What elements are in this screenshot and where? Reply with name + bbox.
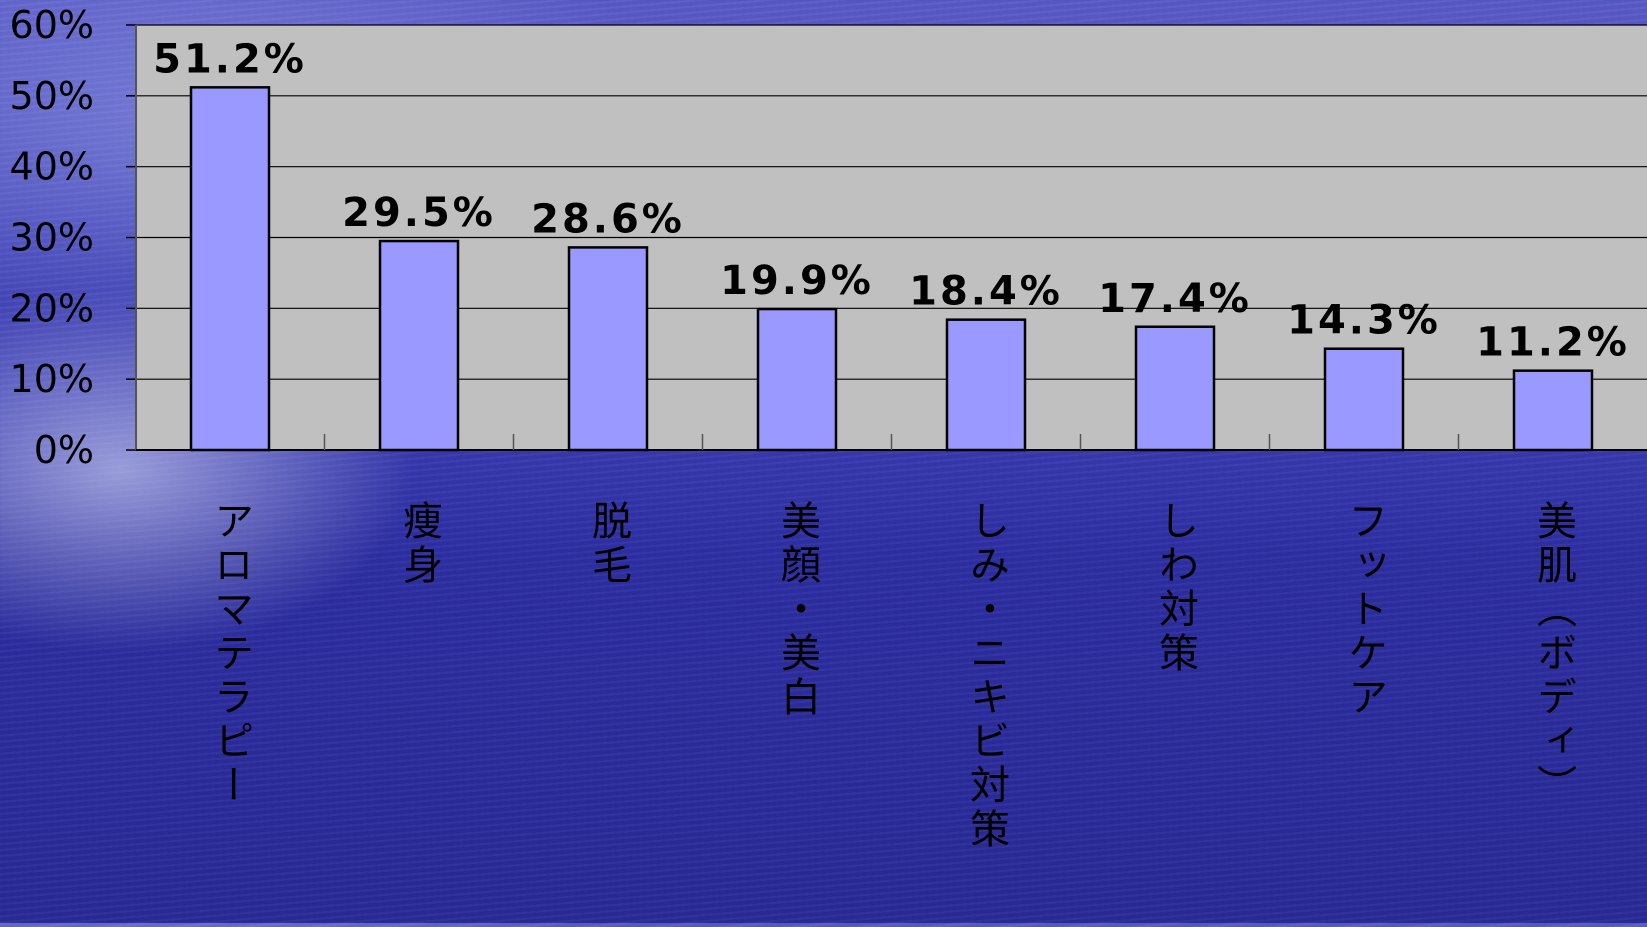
category-label: 美顔・美白 [774,500,821,720]
bar [378,239,460,452]
category-label: しみ・ニキビ対策 [963,500,1009,852]
y-axis-tick-labels: 0% 10% 20% 30% 40% 50% 60% [10,3,94,472]
bar [1134,325,1216,452]
bar [1323,347,1405,452]
y-tick-label: 10% [10,357,94,401]
data-label: 28.6% [531,196,685,242]
bar [945,318,1027,452]
category-label: アロマテラピー [207,500,253,808]
y-tick-label: 20% [10,286,94,330]
data-label: 14.3% [1287,298,1441,344]
data-label: 51.2% [153,36,307,82]
x-axis-category-labels: アロマテラピー 痩身 脱毛 美顔・美白 しみ・ニキビ対策 しわ対策 フットケア 美肌（ボディ） [207,500,1577,852]
bar [756,307,838,452]
bar [189,86,271,452]
data-label: 29.5% [342,190,496,236]
category-label: 美肌（ボディ） [1530,500,1577,808]
data-label: 17.4% [1098,276,1252,322]
category-label: フットケア [1341,500,1387,720]
data-label: 19.9% [720,258,874,304]
y-tick-label: 30% [10,216,94,260]
y-tick-label: 60% [10,3,94,47]
bar [1512,369,1594,452]
category-label: 脱毛 [585,500,631,588]
data-labels: 51.2% 29.5% 28.6% 19.9% 18.4% 17.4% 14.3% 11.2% [153,36,1630,366]
data-label: 11.2% [1476,320,1630,366]
y-tick-label: 40% [10,145,94,189]
bars [189,86,1594,452]
data-label: 18.4% [909,269,1063,315]
category-label: しわ対策 [1152,500,1198,676]
bar [567,246,649,452]
y-tick-label: 50% [10,74,94,118]
y-tick-label: 0% [34,428,94,472]
category-label: 痩身 [396,500,442,588]
